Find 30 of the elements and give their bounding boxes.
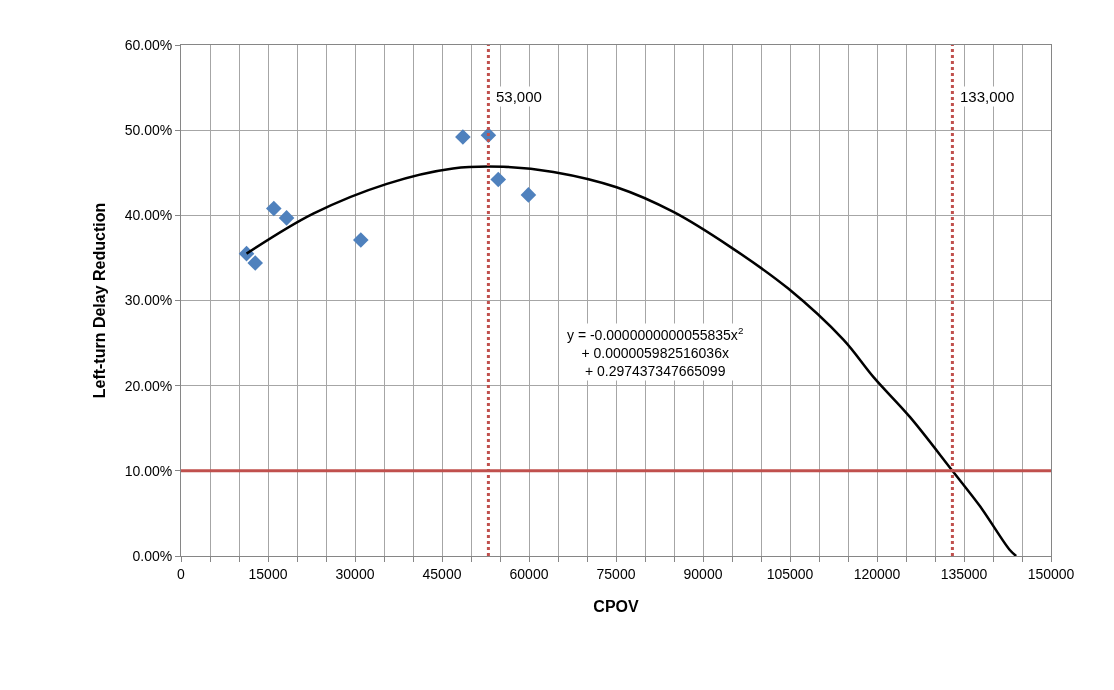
y-axis-title: Left-turn Delay Reduction: [90, 202, 108, 399]
ref-line-label: 133,000: [960, 88, 1015, 105]
point: [247, 255, 264, 271]
point: [490, 171, 507, 188]
y-tick-label: 60.00%: [124, 36, 173, 53]
x-tick-label: 45000: [422, 565, 462, 582]
x-tick-label: 75000: [596, 565, 636, 582]
x-tick-label: 0: [177, 565, 186, 582]
y-tick-label: 30.00%: [124, 292, 173, 309]
x-tick-label: 90000: [683, 565, 723, 582]
text: y = -0.0000000000055835x$^{2}$ + 0.000005982516036x + 0.297437347665099: [567, 325, 744, 380]
point: [353, 232, 369, 248]
x-tick-label: 15000: [248, 565, 288, 582]
point: [278, 210, 295, 226]
point: [455, 129, 471, 145]
x-tick-label: 120000: [853, 565, 901, 582]
y-tick-label: 40.00%: [124, 207, 173, 224]
y-tick-label: 20.00%: [124, 377, 173, 394]
x-tick-label: 135000: [940, 565, 988, 582]
x-axis-title: CPOV: [593, 598, 639, 616]
x-tick-label: 30000: [335, 565, 375, 582]
x-tick-label: 105000: [766, 565, 814, 582]
point: [266, 200, 282, 217]
y-tick-label: 10.00%: [124, 462, 173, 479]
ref-line-label: 53,000: [496, 88, 542, 105]
x-tick-label: 150000: [1027, 565, 1075, 582]
y-tick-label: 50.00%: [124, 122, 173, 139]
point: [520, 187, 537, 203]
x-tick-label: 60000: [509, 565, 549, 582]
y-tick-label: 0.00%: [132, 547, 173, 564]
